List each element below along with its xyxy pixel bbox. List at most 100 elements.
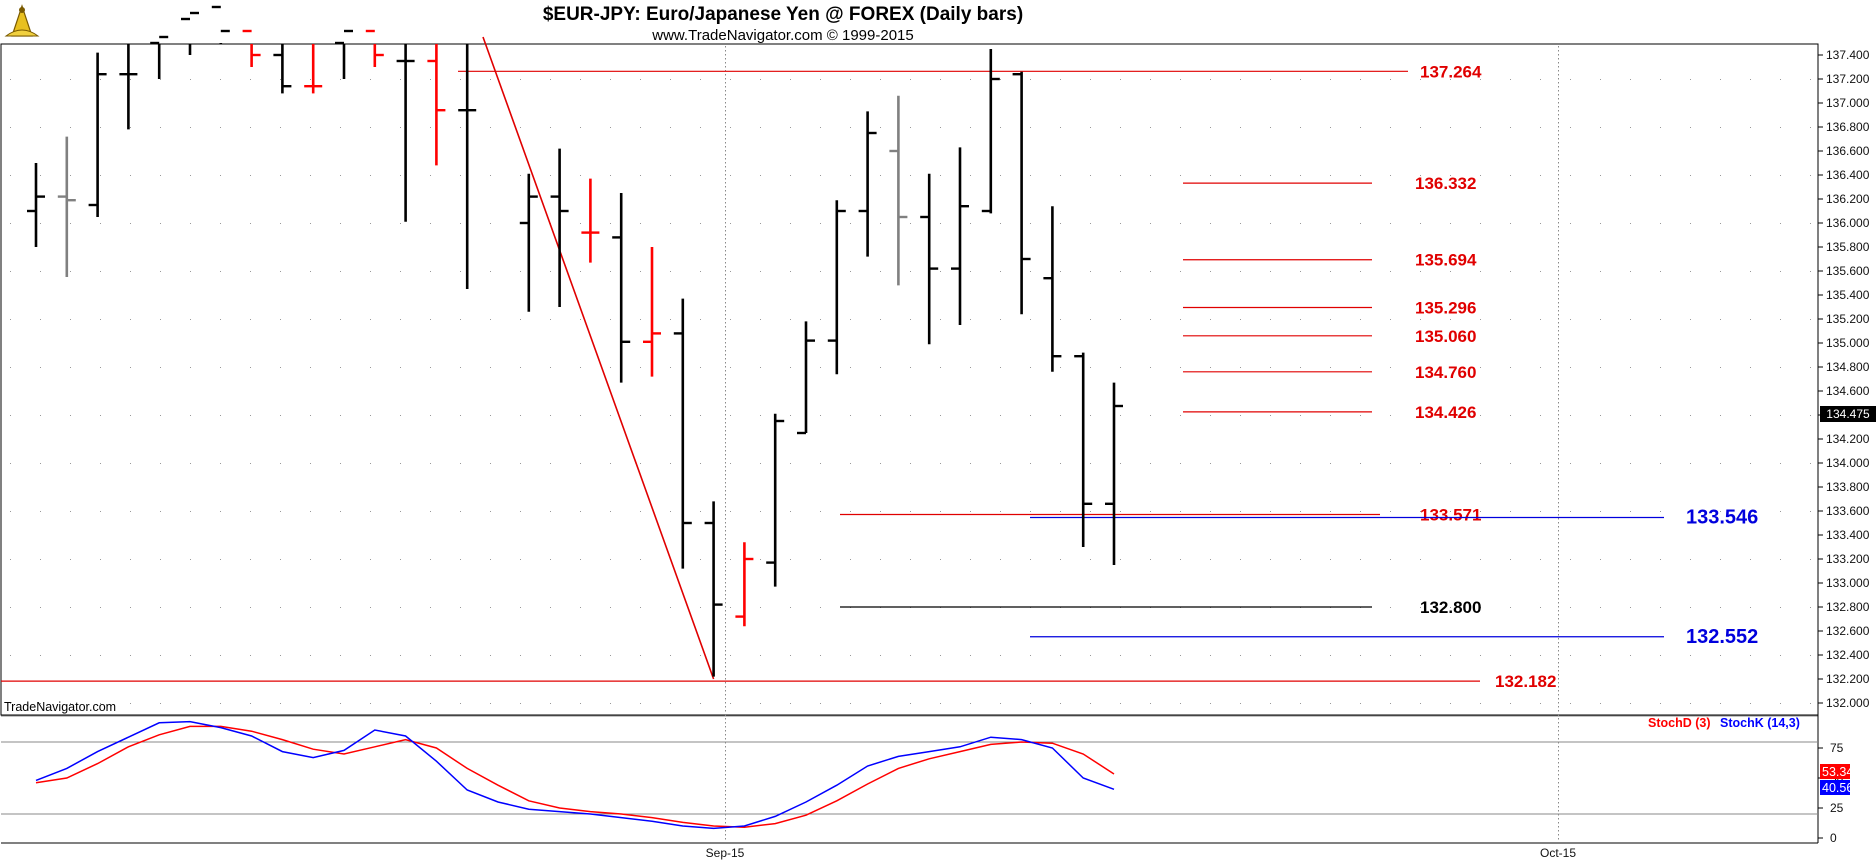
level-label-135-296: 135.296: [1415, 298, 1476, 317]
price-tick-label: 133.200: [1826, 552, 1870, 566]
date-label-oct: Oct-15: [1540, 846, 1576, 860]
stoch-d-tag: [1820, 764, 1850, 779]
price-bar: [951, 147, 969, 325]
chart-title: $EUR-JPY: Euro/Japanese Yen @ FOREX (Dai…: [543, 4, 1023, 25]
date-label-sep: Sep-15: [706, 846, 745, 860]
price-tick-label: 134.800: [1826, 360, 1870, 374]
price-bar: [150, 35, 169, 79]
price-bar: [612, 193, 631, 383]
price-bar: [519, 173, 538, 312]
level-label-132-552: 132.552: [1686, 626, 1758, 648]
stoch-k-line: [35, 720, 1115, 830]
price-bar: [304, 44, 323, 94]
price-tick-label: 136.400: [1826, 168, 1870, 182]
stoch-d-legend: StochD (3): [1648, 716, 1711, 730]
price-bar: [735, 542, 754, 627]
last-price-tag: [1820, 406, 1876, 422]
price-tick-label: 135.600: [1826, 264, 1870, 278]
price-tick-label: 133.000: [1826, 576, 1870, 590]
horizontal-levels: 137.264 136.332 135.694 135.296 135.060 134.7…: [1, 62, 1758, 691]
price-bar: [858, 111, 877, 257]
price-bar: [273, 44, 292, 94]
price-tick-label: 136.800: [1826, 120, 1870, 134]
stochastic-panel: 0255075: [1, 720, 1844, 845]
price-bar: [365, 29, 384, 67]
level-label-135-060: 135.060: [1415, 327, 1476, 346]
price-tick-label: 136.000: [1826, 216, 1870, 230]
price-tick-label: 134.000: [1826, 456, 1870, 470]
last-price-label: 134.475: [1826, 407, 1870, 421]
level-label-137-264: 137.264: [1420, 62, 1482, 81]
price-tick-label: 137.200: [1826, 72, 1870, 86]
chart-subtitle: www.TradeNavigator.com © 1999-2015: [651, 27, 913, 44]
price-bar: [581, 178, 600, 263]
price-tick-label: 135.800: [1826, 240, 1870, 254]
price-tick-label: 132.400: [1826, 648, 1870, 662]
price-tick-label: 132.000: [1826, 696, 1870, 710]
price-bar: [1043, 206, 1062, 372]
level-label-135-694: 135.694: [1415, 251, 1477, 270]
stoch-tick-label: 0: [1830, 831, 1837, 845]
level-label-134-426: 134.426: [1415, 403, 1476, 422]
level-label-132-182: 132.182: [1495, 672, 1556, 691]
price-bar: [27, 163, 45, 247]
price-tick-label: 134.200: [1826, 432, 1870, 446]
stoch-d-value: 53.34: [1822, 765, 1853, 779]
price-bars: [27, 5, 1123, 677]
stoch-tick-label: 75: [1830, 741, 1844, 755]
price-bar: [550, 148, 569, 307]
level-label-134-760: 134.760: [1415, 363, 1476, 382]
level-label-132-800: 132.800: [1420, 598, 1481, 617]
price-tick-label: 133.600: [1826, 504, 1870, 518]
price-bar: [335, 29, 353, 79]
price-tick-label: 132.600: [1826, 624, 1870, 638]
price-bar: [396, 44, 415, 222]
price-bar: [889, 95, 908, 286]
price-axis: 132.000 132.200 132.400 132.600 132.800 133.0…: [1817, 44, 1870, 843]
price-tick-label: 135.200: [1826, 312, 1870, 326]
price-bar: [1105, 382, 1123, 565]
price-tick-label: 135.000: [1826, 336, 1870, 350]
price-bar: [211, 5, 230, 44]
stoch-k-tag: [1820, 780, 1850, 795]
plot-frame: [0, 43, 1819, 716]
stoch-k-legend: StochK (14,3): [1720, 716, 1800, 730]
price-bar: [57, 136, 76, 277]
price-bar: [797, 321, 815, 435]
price-bar: [242, 29, 261, 67]
stoch-k-value: 40.56: [1822, 781, 1853, 795]
price-bar: [981, 49, 1000, 214]
price-tick-label: 134.600: [1826, 384, 1870, 398]
price-tick-label: 137.000: [1826, 96, 1870, 110]
level-label-133-546: 133.546: [1686, 506, 1758, 528]
price-bar: [766, 413, 785, 587]
price-tick-label: 136.200: [1826, 192, 1870, 206]
price-tick-label: 132.200: [1826, 672, 1870, 686]
price-bar: [88, 52, 107, 217]
price-tick-label: 133.400: [1826, 528, 1870, 542]
price-tick-label: 133.800: [1826, 480, 1870, 494]
price-bar: [427, 44, 446, 166]
price-tick-label: 137.400: [1826, 48, 1870, 62]
level-label-136-332: 136.332: [1415, 174, 1476, 193]
trendline: [482, 36, 715, 680]
grid-dots: [10, 46, 1811, 840]
price-bar: [1012, 71, 1031, 315]
price-bar: [458, 44, 477, 289]
price-tick-label: 136.600: [1826, 144, 1870, 158]
price-bar: [920, 173, 939, 345]
price-bar: [119, 44, 138, 130]
watermark: TradeNavigator.com: [4, 700, 116, 714]
price-bar: [673, 298, 692, 569]
price-bar: [827, 200, 846, 375]
price-bar: [1074, 352, 1093, 547]
price-bar: [704, 501, 723, 677]
price-bar: [643, 247, 661, 377]
price-bar: [181, 11, 199, 55]
stoch-tick-label: 25: [1830, 801, 1844, 815]
price-tick-label: 132.800: [1826, 600, 1870, 614]
price-tick-label: 135.400: [1826, 288, 1870, 302]
trade-navigator-logo-icon: [4, 4, 40, 37]
